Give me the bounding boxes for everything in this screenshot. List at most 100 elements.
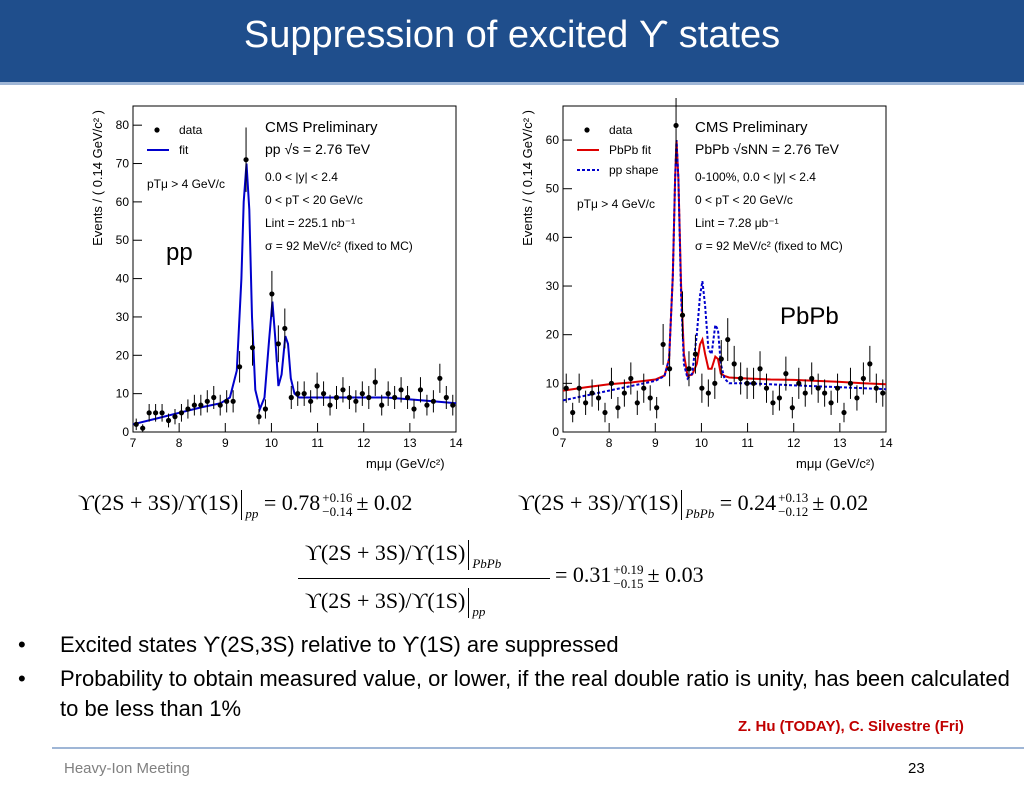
- pp-data-point: [204, 398, 210, 404]
- pp-y-tick-label: 60: [116, 195, 130, 209]
- pbpb-ratio-lhs: ϒ(2S + 3S)/ϒ(1S): [518, 490, 679, 516]
- pp-data-point: [133, 421, 139, 427]
- pbpb-data-point: [699, 385, 705, 391]
- pbpb-data-point: [641, 385, 647, 391]
- pbpb-data-point: [744, 380, 750, 386]
- pbpb-x-tick-label: 11: [741, 436, 754, 450]
- pbpb-data-point: [757, 366, 763, 372]
- title-bar: Suppression of excited ϒ states: [0, 0, 1024, 82]
- pbpb-y-tick-label: 0: [552, 425, 559, 439]
- pp-data-point: [379, 402, 385, 408]
- pp-y-tick-label: 50: [116, 233, 130, 247]
- pp-chart-title: CMS Preliminary: [265, 119, 378, 136]
- pbpb-ratio-sys: ± 0.02: [812, 490, 869, 516]
- pbpb-cut-label: pTμ > 4 GeV/c: [577, 197, 655, 211]
- pp-data-point: [443, 394, 449, 401]
- pbpb-x-tick-label: 12: [787, 436, 801, 450]
- pbpb-data-point: [738, 375, 744, 382]
- double-ratio-numerator: ϒ(2S + 3S)/ϒ(1S) PbPb: [305, 540, 501, 571]
- pp-data-point: [404, 394, 411, 401]
- pp-x-tick-label: 13: [403, 436, 417, 450]
- pbpb-data-point: [608, 380, 615, 386]
- pp-data-point: [430, 398, 436, 404]
- pbpb-data-point: [867, 361, 873, 367]
- pbpb-data-point: [822, 390, 828, 396]
- pbpb-data-point: [809, 375, 815, 382]
- pbpb-data-point: [589, 390, 595, 396]
- bullet-text: Excited states ϒ(2S,3S) relative to ϒ(1S…: [60, 632, 619, 657]
- pbpb-data-point: [576, 385, 582, 391]
- pbpb-data-point: [725, 336, 731, 343]
- pp-data-point: [385, 391, 391, 397]
- pp-data-point: [191, 402, 197, 408]
- pbpb-big-label: PbPb: [780, 303, 839, 330]
- pbpb-data-point: [796, 380, 802, 386]
- pp-info-line: pp √s = 2.76 TeV: [265, 141, 371, 157]
- pbpb-data-point: [666, 366, 673, 372]
- pbpb-data-point: [828, 400, 834, 406]
- pp-data-point: [185, 406, 191, 412]
- pbpb-data-point: [731, 361, 737, 367]
- pbpb-legend-label: data: [609, 123, 633, 137]
- pp-data-point: [437, 375, 443, 381]
- pbpb-x-tick-label: 8: [606, 436, 613, 450]
- pp-ratio-formula: ϒ(2S + 3S)/ϒ(1S) pp = 0.78 +0.16 −0.14 ± 0.0…: [78, 490, 412, 522]
- pp-data-point: [230, 398, 236, 404]
- pp-data-point: [249, 345, 256, 351]
- pp-cut-label: pTμ > 4 GeV/c: [147, 177, 225, 191]
- pp-data-point: [165, 417, 172, 424]
- pbpb-x-tick-label: 14: [879, 436, 893, 450]
- pbpb-data-point: [783, 371, 789, 377]
- pbpb-data-point: [563, 385, 569, 391]
- pbpb-data-point: [647, 395, 653, 401]
- pp-ratio-value: = 0.78: [263, 490, 321, 516]
- pbpb-data-point: [815, 385, 821, 391]
- bullet-list: • Excited states ϒ(2S,3S) relative to ϒ(…: [18, 630, 1018, 728]
- pbpb-data-point: [583, 400, 589, 406]
- page-number: 23: [908, 760, 925, 777]
- pbpb-data-point: [692, 351, 699, 357]
- pp-data-point: [217, 402, 223, 408]
- pp-x-tick-label: 7: [130, 436, 137, 450]
- pp-data-point: [392, 394, 398, 401]
- pbpb-data-point: [679, 312, 686, 318]
- pbpb-data-point: [686, 366, 692, 372]
- pp-legend-label: data: [179, 123, 203, 137]
- pbpb-legend-marker-data: [584, 127, 590, 133]
- pbpb-ratio-value: = 0.24: [719, 490, 777, 516]
- bullet-text: Probability to obtain measured value, or…: [60, 666, 1010, 721]
- pp-data-point: [398, 387, 404, 393]
- pbpb-pp-shape-curve: [562, 140, 887, 402]
- pbpb-y-tick-label: 10: [546, 376, 560, 390]
- pp-data-point: [153, 410, 159, 416]
- pp-ratio-stat-errors: +0.16 −0.14: [322, 491, 352, 519]
- pbpb-data-point: [660, 341, 666, 348]
- pp-x-tick-label: 10: [265, 436, 279, 450]
- pbpb-data-point: [654, 405, 660, 411]
- pbpb-data-point: [621, 390, 627, 396]
- pp-x-tick-label: 14: [449, 436, 463, 450]
- pp-data-point: [198, 402, 204, 408]
- pbpb-y-axis-label: Events / ( 0.14 GeV/c² ): [520, 110, 535, 246]
- pbpb-data-point: [789, 405, 795, 411]
- pp-ratio-subscript: pp: [245, 506, 259, 522]
- title-divider: [0, 82, 1024, 85]
- pp-info-line: 0 < pT < 20 GeV/c: [265, 193, 363, 207]
- pbpb-data-point: [705, 390, 711, 396]
- pbpb-y-tick-label: 50: [546, 182, 560, 196]
- pbpb-ratio-stat-errors: +0.13 −0.12: [778, 491, 808, 519]
- pp-y-tick-label: 0: [122, 425, 129, 439]
- pbpb-info-line: Lint = 7.28 μb⁻¹: [695, 216, 779, 230]
- pp-data-point: [314, 383, 320, 389]
- pp-y-tick-label: 70: [116, 157, 130, 171]
- pp-data-point: [295, 391, 301, 397]
- pbpb-data-point: [615, 405, 621, 411]
- pbpb-ratio-err-up: +0.13: [778, 490, 809, 505]
- pp-data-point: [262, 406, 269, 412]
- pp-data-point: [224, 398, 230, 404]
- pp-data-point: [372, 379, 378, 385]
- pbpb-chart-title: CMS Preliminary: [695, 119, 808, 136]
- speaker-credit: Z. Hu (TODAY), C. Silvestre (Fri): [738, 718, 964, 735]
- double-ratio-num-text: ϒ(2S + 3S)/ϒ(1S): [305, 540, 466, 566]
- pbpb-data-point: [628, 375, 634, 382]
